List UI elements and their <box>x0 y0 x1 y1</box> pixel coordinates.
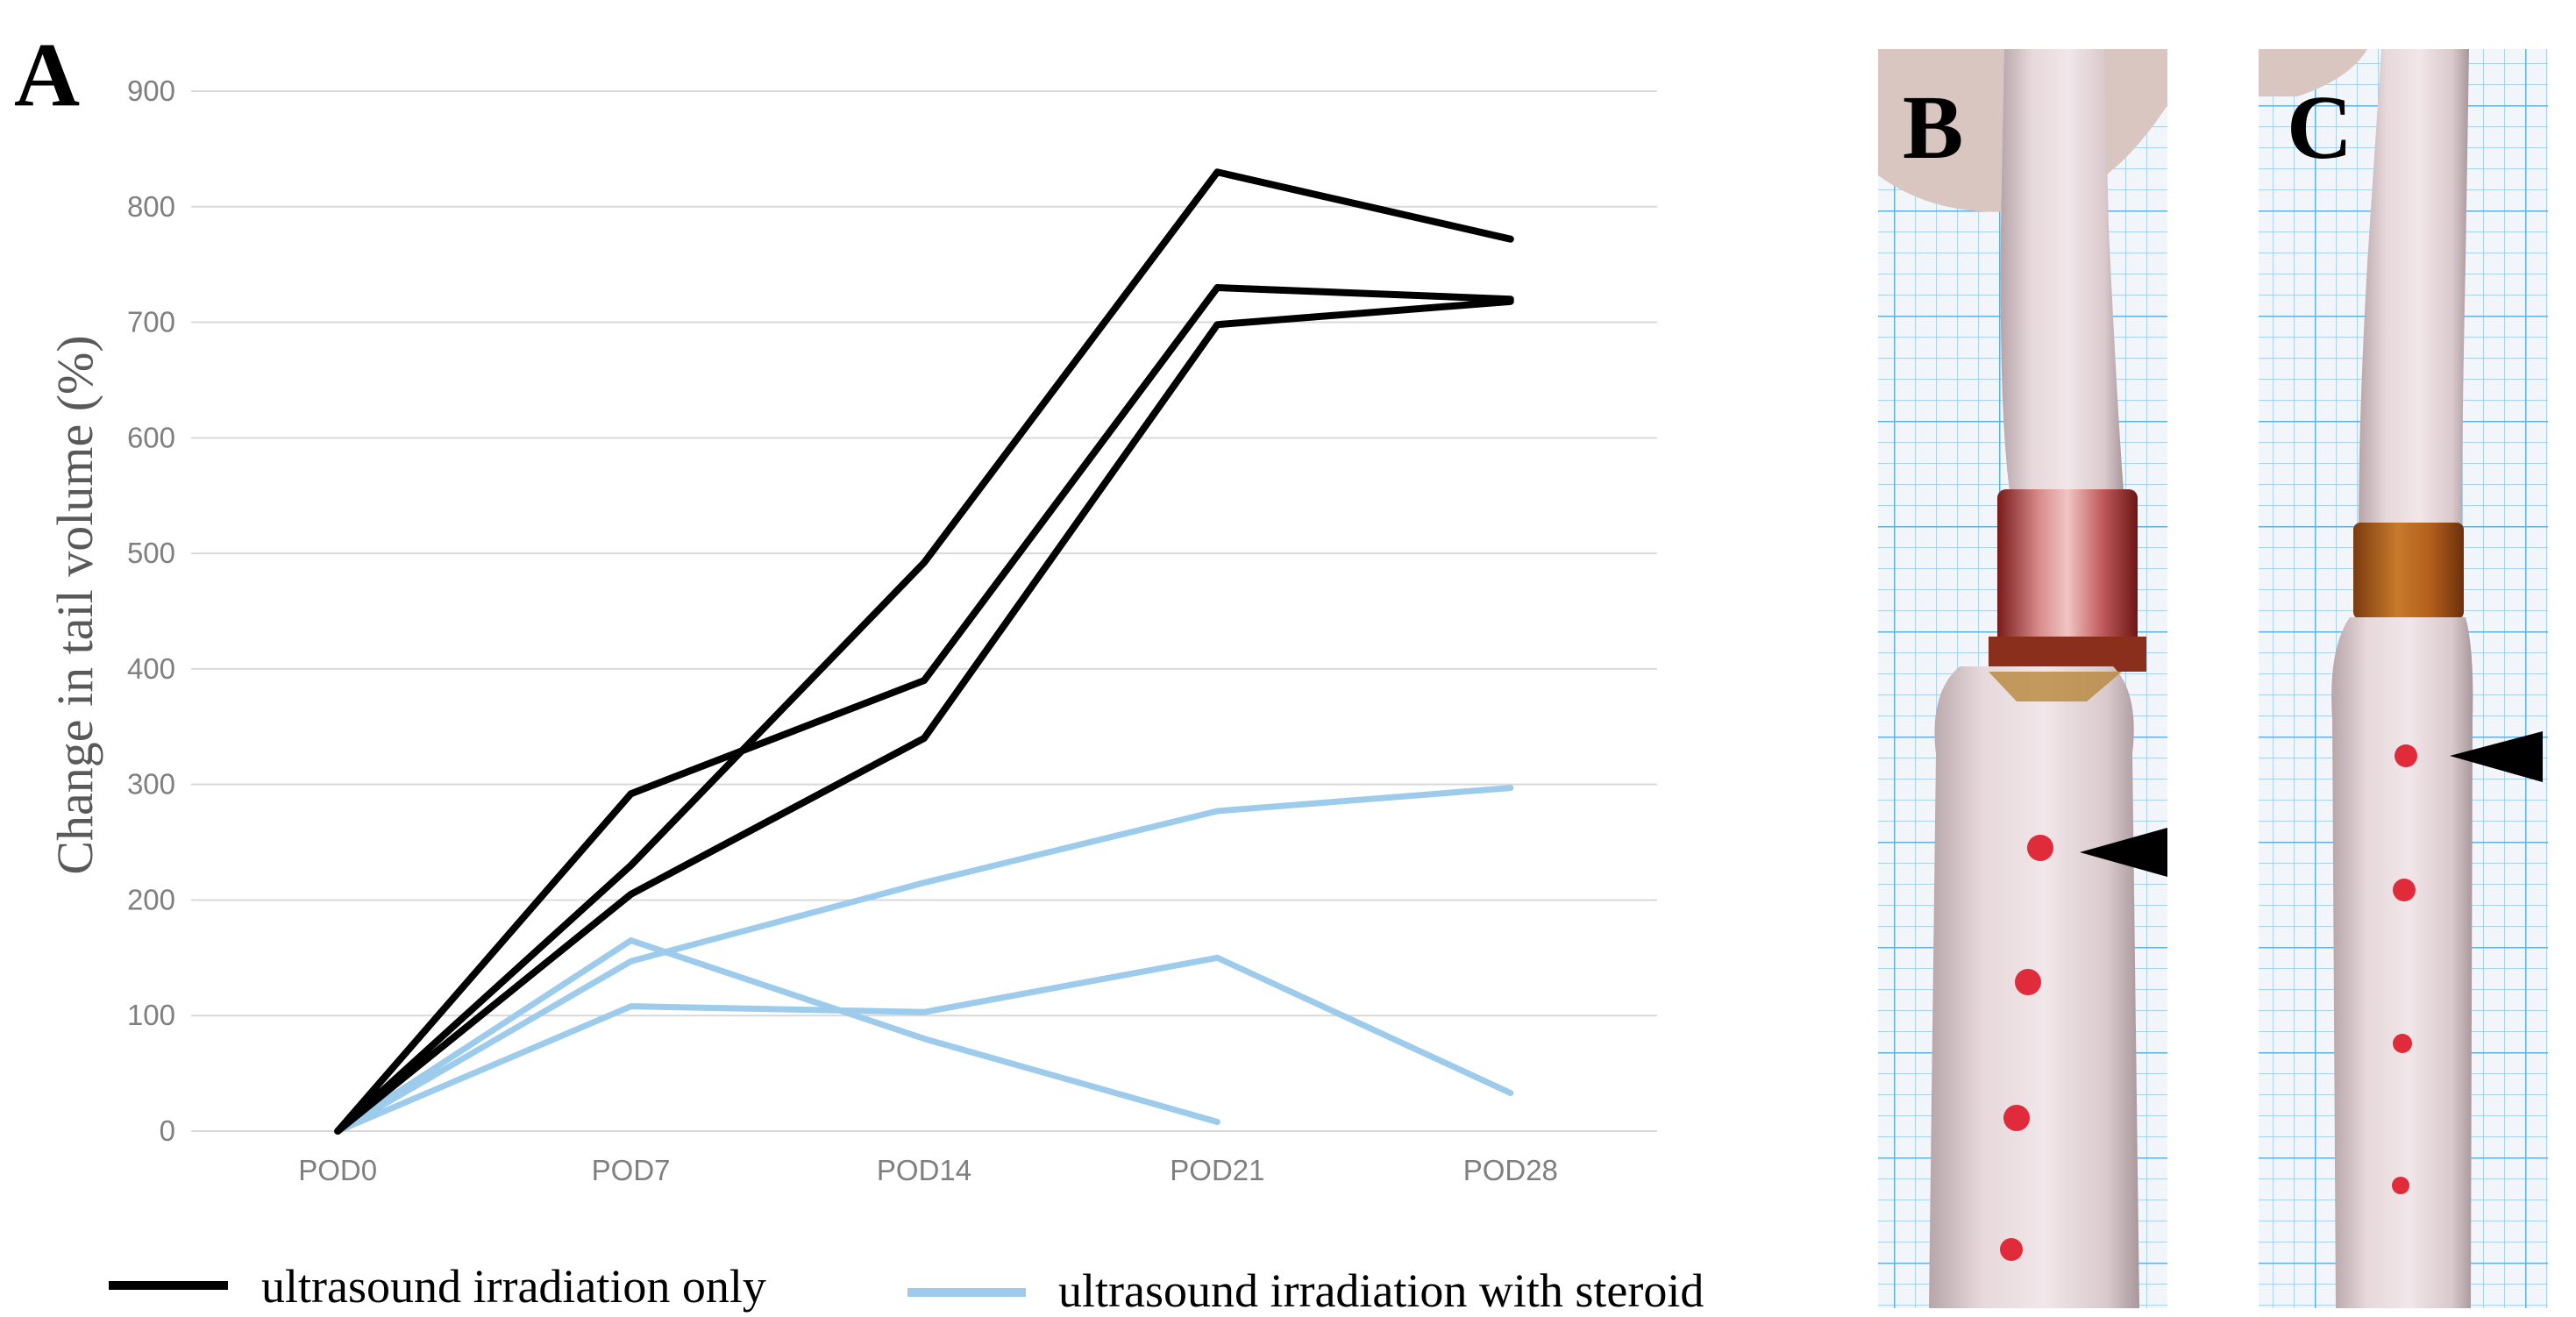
x-tick-label: POD21 <box>1170 1154 1264 1186</box>
proximal-tail <box>2359 49 2469 526</box>
marker-dot <box>2027 835 2053 861</box>
photo-panel-b: B <box>1878 49 2167 1308</box>
y-tick-label: 300 <box>127 768 175 801</box>
silicone-ring <box>2353 523 2464 619</box>
marker-dot <box>2003 1105 2030 1131</box>
y-tick-label: 100 <box>127 999 175 1031</box>
ring-edge <box>1989 637 2146 672</box>
arrowhead-icon <box>2080 828 2167 877</box>
panel-label-b: B <box>1903 77 1963 178</box>
y-tick-labels: 0 100 200 300 400 500 600 700 800 900 <box>127 75 175 1147</box>
arrowhead-icon <box>2450 731 2543 782</box>
x-tick-label: POD0 <box>298 1154 377 1186</box>
y-tick-label: 700 <box>127 306 175 338</box>
series-line-3 <box>334 937 1220 1135</box>
legend-label-only: ultrasound irradiation only <box>261 1260 766 1313</box>
series-line-1 <box>334 168 1514 1135</box>
y-tick-label: 0 <box>160 1114 175 1147</box>
y-axis-title: Change in tail volume (%) <box>46 335 103 874</box>
photo-panel-c: C <box>2259 49 2548 1308</box>
series-line-5 <box>334 954 1514 1135</box>
fingers <box>2259 49 2367 96</box>
series-lines <box>334 168 1514 1135</box>
y-tick-label: 600 <box>127 421 175 453</box>
marker-dot <box>2000 1238 2023 1261</box>
x-tick-label: POD28 <box>1463 1154 1558 1186</box>
legend-label-steroid: ultrasound irradiation with steroid <box>1058 1264 1704 1317</box>
panel-label-c: C <box>2287 77 2352 178</box>
marker-dot <box>2015 969 2041 995</box>
marker-dot <box>2393 879 2416 901</box>
series-line-2 <box>334 297 1514 1135</box>
marker-dot <box>2395 744 2417 767</box>
y-tick-label: 200 <box>127 883 175 915</box>
series-line-0 <box>334 284 1514 1135</box>
series-line-4 <box>334 785 1514 1135</box>
x-tick-label: POD14 <box>877 1154 971 1186</box>
y-tick-label: 800 <box>127 190 175 223</box>
distal-tail <box>2331 617 2473 1308</box>
legend: ultrasound irradiation only ultrasound i… <box>109 1260 1704 1317</box>
gridlines <box>191 90 1657 1132</box>
marker-dot <box>2392 1177 2409 1194</box>
proximal-tail <box>2000 49 2124 491</box>
x-tick-label: POD7 <box>592 1154 671 1186</box>
y-tick-label: 500 <box>127 537 175 569</box>
x-tick-labels: POD0 POD7 POD14 POD21 POD28 <box>298 1154 1558 1186</box>
wound-crust <box>1989 672 2122 701</box>
panel-label-a: A <box>14 25 80 125</box>
y-tick-label: 900 <box>127 75 175 107</box>
marker-dot <box>2393 1034 2412 1053</box>
silicone-ring <box>1997 489 2138 647</box>
y-tick-label: 400 <box>127 652 175 685</box>
